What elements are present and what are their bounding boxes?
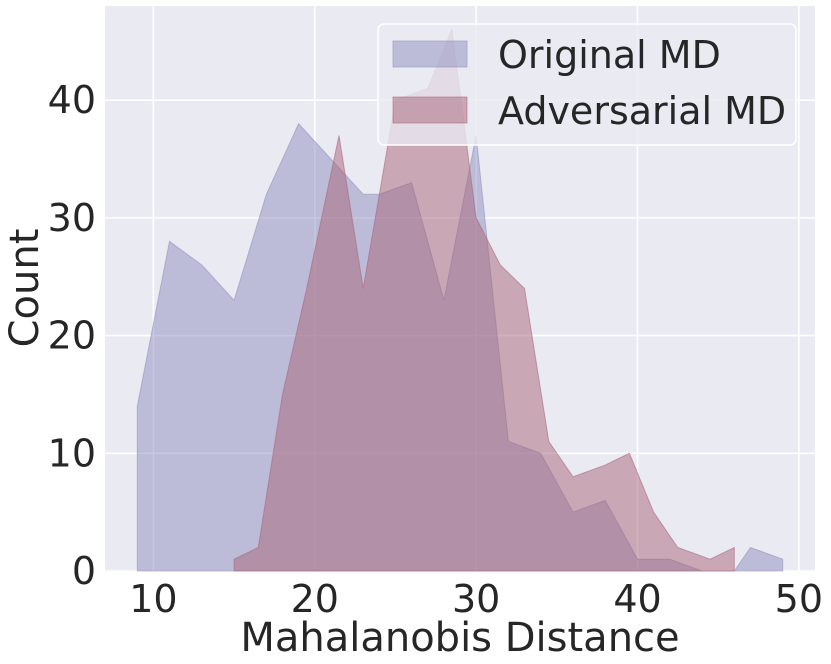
legend-swatch-adversarial [392,96,468,124]
x-tick-label: 30 [452,577,500,621]
y-tick-label: 10 [48,431,96,475]
y-tick-label: 0 [72,549,96,593]
x-axis-label: Mahalanobis Distance [240,615,679,661]
legend-swatch-original [392,40,468,68]
x-tick-label: 10 [129,577,177,621]
x-tick-label: 50 [775,577,823,621]
y-tick-label: 20 [48,314,96,358]
legend-label-adversarial: Adversarial MD [498,89,786,133]
y-tick-label: 40 [48,78,96,122]
y-axis-label: Count [2,229,48,348]
legend-label-original: Original MD [498,33,721,77]
legend: Original MD Adversarial MD [377,23,797,146]
adversarial-md-area [233,27,735,572]
legend-box [377,23,797,146]
x-tick-label: 20 [291,577,339,621]
y-tick-label: 30 [48,196,96,240]
x-tick-label: 40 [613,577,661,621]
x-tick-labels: 10 20 30 40 50 [129,577,823,621]
y-tick-labels: 0 10 20 30 40 [48,78,96,593]
